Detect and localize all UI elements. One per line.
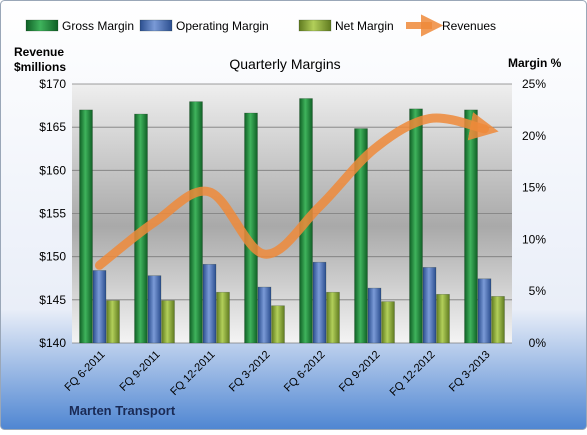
- right-tick-label: 25%: [522, 77, 546, 91]
- net-margin-bar: [491, 296, 505, 344]
- right-tick-label: 10%: [522, 232, 546, 246]
- legend: Gross Margin Operating Margin Net Margin Re…: [25, 14, 496, 37]
- gross-margin-bar: [244, 112, 258, 344]
- left-axis-label-line2: $millions: [14, 60, 66, 74]
- operating-margin-bar: [312, 261, 327, 344]
- gross-margin-bar: [189, 101, 203, 344]
- gross-margin-bar: [409, 108, 423, 344]
- left-tick-label: $160: [39, 163, 66, 177]
- legend-gross-margin: Gross Margin: [25, 19, 134, 33]
- gross-margin-bar: [79, 109, 93, 344]
- operating-margin-bar: [257, 286, 272, 344]
- net-margin-bar: [436, 294, 450, 344]
- net-margin-bar: [326, 291, 340, 344]
- net-margin-bar: [106, 300, 120, 344]
- right-tick-label: 0%: [529, 336, 547, 350]
- revenue-line: [95, 112, 499, 270]
- legend-label: Net Margin: [335, 19, 394, 33]
- net-margin-bar: [271, 305, 285, 344]
- net-margin-bar: [381, 301, 395, 344]
- left-tick-label: $140: [39, 336, 66, 350]
- operating-margin-bar: [367, 287, 382, 344]
- operating-margin-bar: [477, 278, 492, 344]
- legend-revenues: Revenues: [406, 14, 496, 37]
- legend-swatch: [25, 19, 59, 32]
- operating-margin-bar: [92, 270, 107, 344]
- left-axis: $140 $145 $150 $155 $160 $165 $170: [39, 77, 66, 350]
- legend-net-margin: Net Margin: [298, 19, 394, 33]
- operating-margin-bar: [147, 275, 162, 344]
- legend-label: Operating Margin: [176, 19, 269, 33]
- chart-title: Quarterly Margins: [229, 56, 340, 72]
- revenue-line-group: [95, 112, 499, 270]
- legend-swatch: [298, 19, 332, 32]
- right-tick-label: 5%: [529, 284, 547, 298]
- gross-margin-bar: [354, 128, 368, 344]
- left-tick-label: $170: [39, 77, 66, 91]
- operating-margin-bar: [422, 267, 437, 344]
- left-tick-label: $165: [39, 120, 66, 134]
- left-tick-label: $150: [39, 250, 66, 264]
- right-axis-label: Margin %: [508, 56, 562, 70]
- legend-label: Gross Margin: [62, 19, 134, 33]
- left-tick-label: $145: [39, 293, 66, 307]
- operating-margin-bar: [202, 263, 217, 344]
- right-tick-label: 15%: [522, 181, 546, 195]
- legend-operating-margin: Operating Margin: [139, 19, 269, 33]
- net-margin-bar: [216, 291, 230, 344]
- right-axis: 0% 5% 10% 15% 20% 25%: [522, 77, 546, 350]
- legend-swatch: [139, 19, 173, 32]
- gross-margin-bar: [464, 109, 478, 344]
- bars: [79, 98, 505, 344]
- left-axis-label-line1: Revenue: [14, 45, 64, 59]
- company-label: Marten Transport: [69, 403, 176, 418]
- right-tick-label: 20%: [522, 129, 546, 143]
- net-margin-bar: [161, 300, 175, 344]
- legend-label: Revenues: [442, 19, 496, 33]
- left-tick-label: $155: [39, 207, 66, 221]
